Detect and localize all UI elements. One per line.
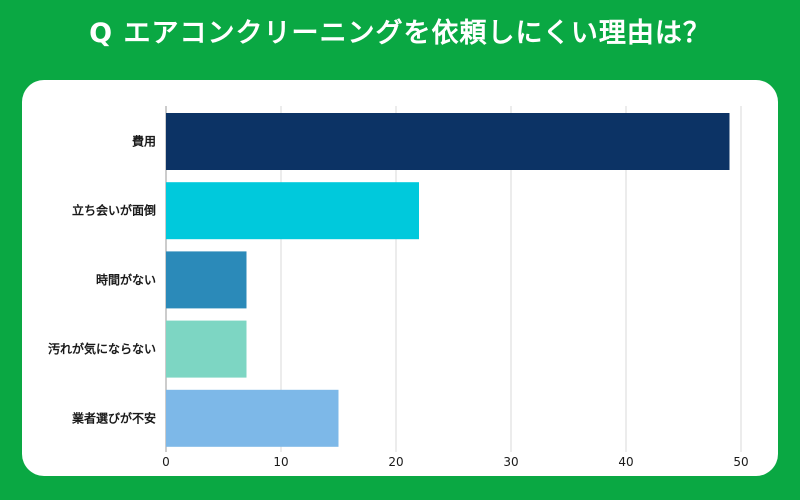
x-tick-label: 50 — [733, 455, 748, 469]
x-tick-label: 0 — [162, 455, 170, 469]
category-label: 立ち会いが面倒 — [72, 203, 156, 218]
category-label: 汚れが気にならない — [48, 341, 156, 356]
page-title: Q エアコンクリーニングを依頼しにくい理由は？ — [89, 18, 711, 49]
x-tick-label: 30 — [503, 455, 518, 469]
x-tick-label: 10 — [273, 455, 288, 469]
category-label: 費用 — [132, 134, 156, 149]
bar — [166, 113, 730, 170]
bar — [166, 320, 247, 378]
x-tick-label: 40 — [618, 455, 633, 469]
bar — [166, 389, 339, 447]
category-label: 時間がない — [96, 272, 156, 287]
category-label: 業者選びが不安 — [71, 410, 156, 425]
bar — [166, 251, 247, 309]
bar — [166, 182, 419, 240]
x-tick-label: 20 — [388, 455, 403, 469]
